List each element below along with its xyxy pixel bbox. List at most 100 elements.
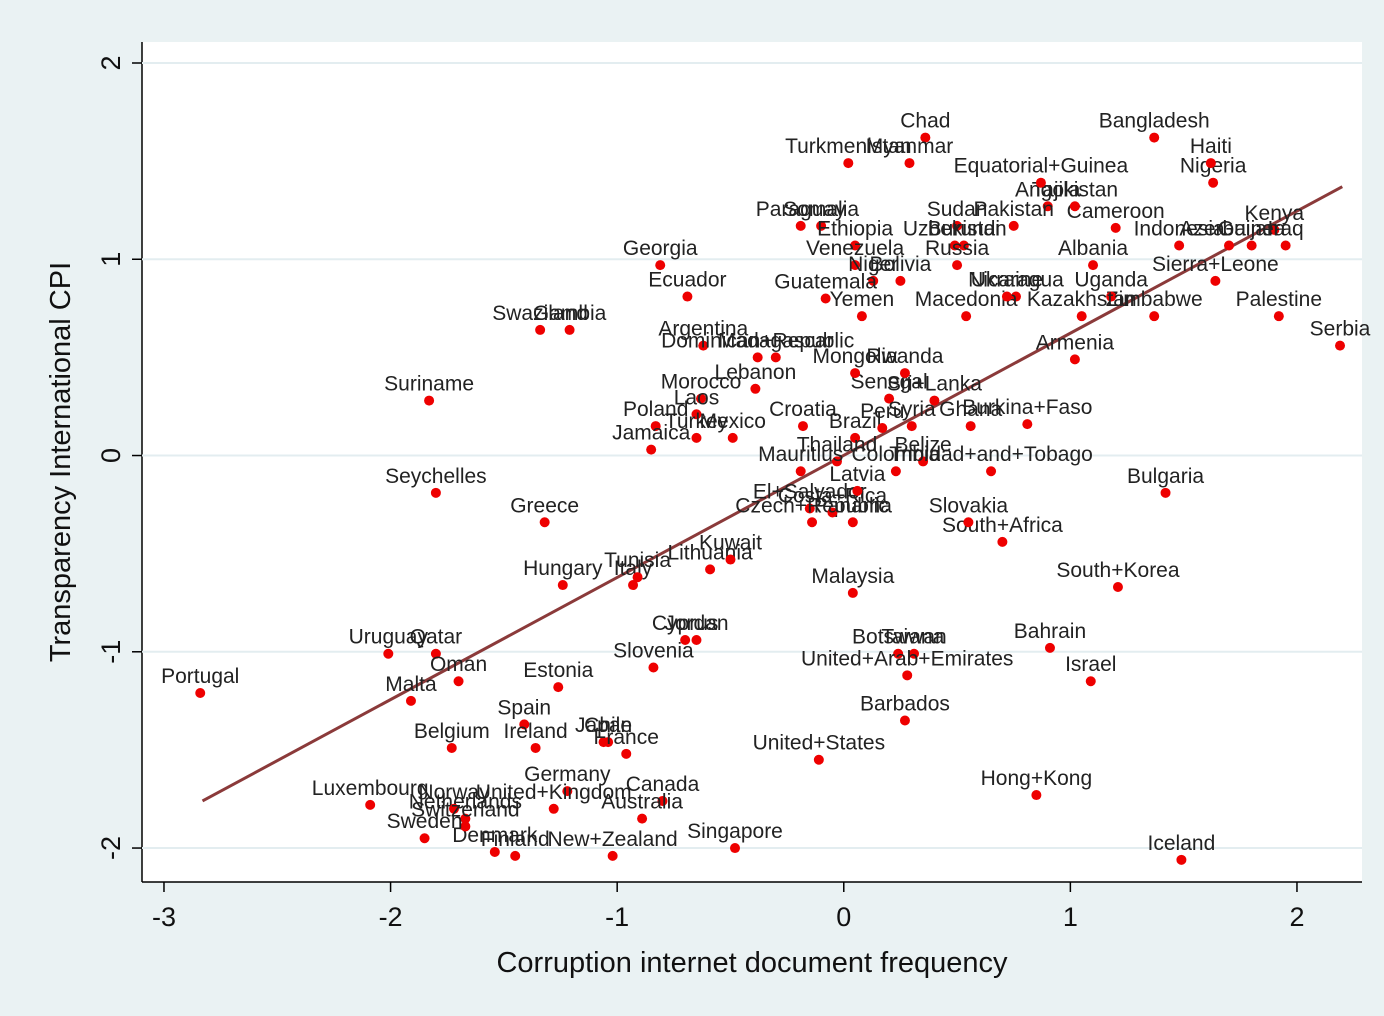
- point-label: Uganda: [1074, 269, 1148, 292]
- point: [1223, 240, 1234, 251]
- point-label: Netherlands: [409, 791, 522, 814]
- point: [965, 421, 976, 432]
- point: [430, 487, 441, 498]
- point: [607, 850, 618, 861]
- point-label: Ireland: [503, 720, 567, 743]
- point: [1008, 220, 1019, 231]
- point: [1106, 291, 1117, 302]
- point: [963, 517, 974, 528]
- point-label: Oman: [430, 653, 487, 676]
- point-label: Barbados: [860, 692, 950, 715]
- point: [958, 240, 969, 251]
- point-label: Ukraine: [971, 269, 1043, 292]
- point: [460, 813, 471, 824]
- plot-area: [142, 42, 1362, 882]
- point-label: Bulgaria: [1127, 465, 1204, 488]
- point: [895, 275, 906, 286]
- point: [1208, 177, 1219, 188]
- point: [852, 485, 863, 496]
- point: [850, 432, 861, 443]
- point-label: Singapore: [687, 820, 783, 843]
- point-label: Greece: [510, 494, 579, 517]
- point: [1280, 240, 1291, 251]
- point: [1205, 158, 1216, 169]
- point-label: Dominican+Republic: [661, 329, 854, 352]
- point-label: Germany: [524, 763, 611, 786]
- x-tick-label: -3: [152, 902, 176, 932]
- point: [405, 695, 416, 706]
- point: [195, 688, 206, 698]
- point: [997, 536, 1008, 547]
- point: [850, 240, 861, 251]
- point-label: Indonesia: [1134, 218, 1225, 241]
- point-label: Croatia: [769, 398, 837, 421]
- x-tick-label: 2: [1289, 902, 1304, 932]
- y-tick-label: -2: [96, 836, 126, 860]
- point-label: Ghana: [939, 398, 1002, 421]
- point-label: Suriname: [384, 373, 474, 396]
- point-label: Kazakhstan: [1027, 288, 1137, 311]
- x-tick-label: -1: [605, 902, 629, 932]
- point: [725, 554, 736, 565]
- point: [564, 324, 575, 335]
- point: [691, 635, 702, 646]
- point: [952, 260, 963, 271]
- point: [1042, 201, 1053, 212]
- point-label: Venezuela: [806, 237, 904, 260]
- point: [424, 395, 435, 406]
- point-label: Bangladesh: [1099, 110, 1210, 133]
- point-label: Swaziland: [492, 302, 588, 325]
- point-label: Panama: [814, 494, 893, 517]
- point-label: Iraq: [1268, 218, 1304, 241]
- point-label: Rwanda: [866, 345, 943, 368]
- point: [648, 662, 659, 673]
- point-label: Sudan: [927, 198, 988, 221]
- point: [1069, 201, 1080, 212]
- point-label: Slovakia: [929, 494, 1009, 517]
- point-label: Kuwait: [699, 532, 762, 555]
- point-label: Chad: [900, 110, 950, 133]
- point: [705, 564, 716, 575]
- point-label: Japan: [575, 714, 632, 737]
- point-label: Haiti: [1190, 135, 1232, 158]
- point: [906, 421, 917, 432]
- point-label: Thailand: [797, 433, 878, 456]
- point: [797, 421, 808, 432]
- point: [949, 240, 960, 251]
- point-label: Israel: [1065, 653, 1116, 676]
- point: [893, 648, 904, 659]
- x-axis-label: Corruption internet document frequency: [496, 947, 1008, 979]
- point-label: Luxembourg: [312, 777, 429, 800]
- point-label: Equatorial+Guinea: [954, 155, 1129, 178]
- point: [890, 466, 901, 477]
- point: [752, 352, 763, 363]
- point: [850, 368, 861, 379]
- point: [1335, 340, 1346, 351]
- point-label: Georgia: [623, 237, 698, 260]
- point: [986, 466, 997, 477]
- point: [646, 444, 657, 455]
- point-label: Zimbabwe: [1106, 288, 1203, 311]
- point: [816, 220, 827, 231]
- point: [1010, 291, 1021, 302]
- point: [843, 158, 854, 169]
- point-label: Argentina: [658, 318, 748, 341]
- point: [730, 843, 741, 854]
- point-label: Paraguay: [756, 198, 846, 221]
- point-label: South+Korea: [1056, 559, 1180, 582]
- point: [1246, 240, 1257, 251]
- point-label: Myanmar: [866, 135, 954, 158]
- point-label: Madagascar: [718, 329, 834, 352]
- point-label: Seychelles: [385, 465, 487, 488]
- point-label: Laos: [674, 386, 720, 409]
- point: [1069, 354, 1080, 365]
- point: [868, 275, 879, 286]
- point: [727, 432, 738, 443]
- point-label: Taiwan: [881, 626, 946, 649]
- point: [850, 260, 861, 271]
- point-label: Somalia: [783, 198, 859, 221]
- point-label: Gambia: [533, 302, 607, 325]
- point: [952, 220, 963, 231]
- point: [1031, 790, 1042, 801]
